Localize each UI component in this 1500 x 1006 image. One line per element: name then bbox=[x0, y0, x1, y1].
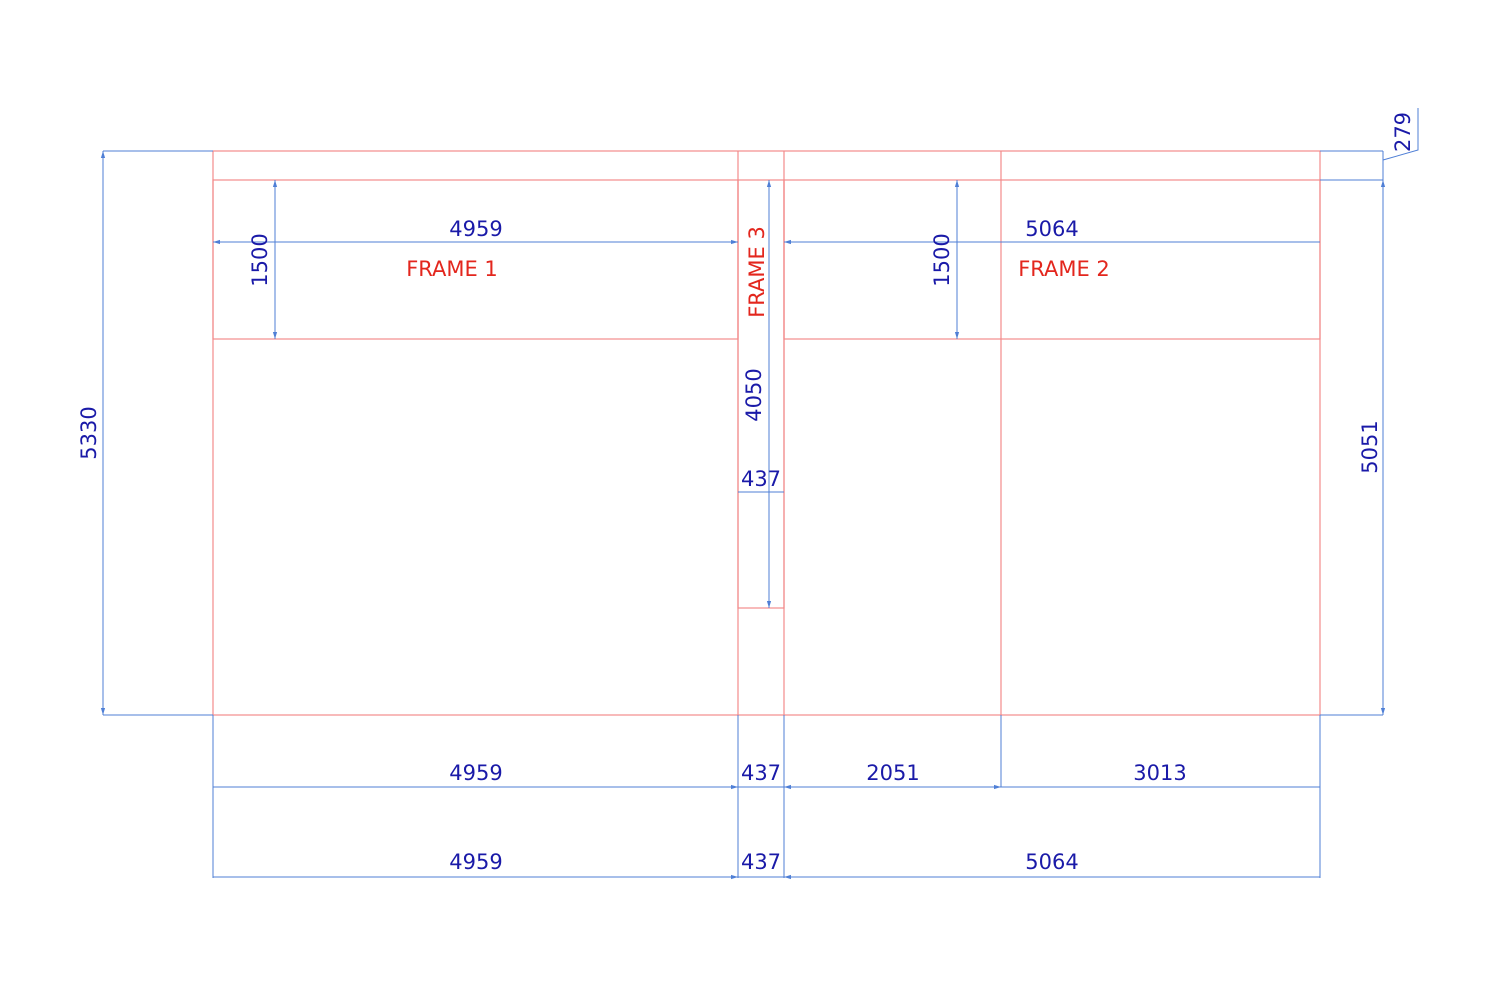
dimension: 4050 bbox=[742, 368, 766, 421]
dimension: 5051 bbox=[1358, 420, 1382, 473]
frame-labels: FRAME 1 FRAME 3 FRAME 2 bbox=[406, 226, 1110, 318]
dimension: 1500 bbox=[930, 233, 954, 286]
dimension: 4959 bbox=[449, 217, 502, 241]
frame-label: FRAME 1 bbox=[406, 257, 498, 281]
frame-label: FRAME 2 bbox=[1018, 257, 1110, 281]
dimension: 279 bbox=[1391, 112, 1415, 152]
dimension: 437 bbox=[741, 761, 781, 785]
dimension: 3013 bbox=[1133, 761, 1186, 785]
dimension: 437 bbox=[741, 467, 781, 491]
dimension: 4959 bbox=[449, 761, 502, 785]
frame-label: FRAME 3 bbox=[745, 226, 769, 318]
dimension: 5064 bbox=[1025, 850, 1078, 874]
outline bbox=[212, 150, 1321, 716]
dimension-texts: 4959 1500 4050 437 1500 5064 5330 5051 2… bbox=[77, 112, 1415, 874]
dimension: 5064 bbox=[1025, 217, 1078, 241]
dimension: 1500 bbox=[248, 233, 272, 286]
dimension: 4959 bbox=[449, 850, 502, 874]
dimension-lines bbox=[100, 108, 1419, 880]
dimension: 5330 bbox=[77, 406, 101, 459]
dimension: 2051 bbox=[866, 761, 919, 785]
dimension: 437 bbox=[741, 850, 781, 874]
